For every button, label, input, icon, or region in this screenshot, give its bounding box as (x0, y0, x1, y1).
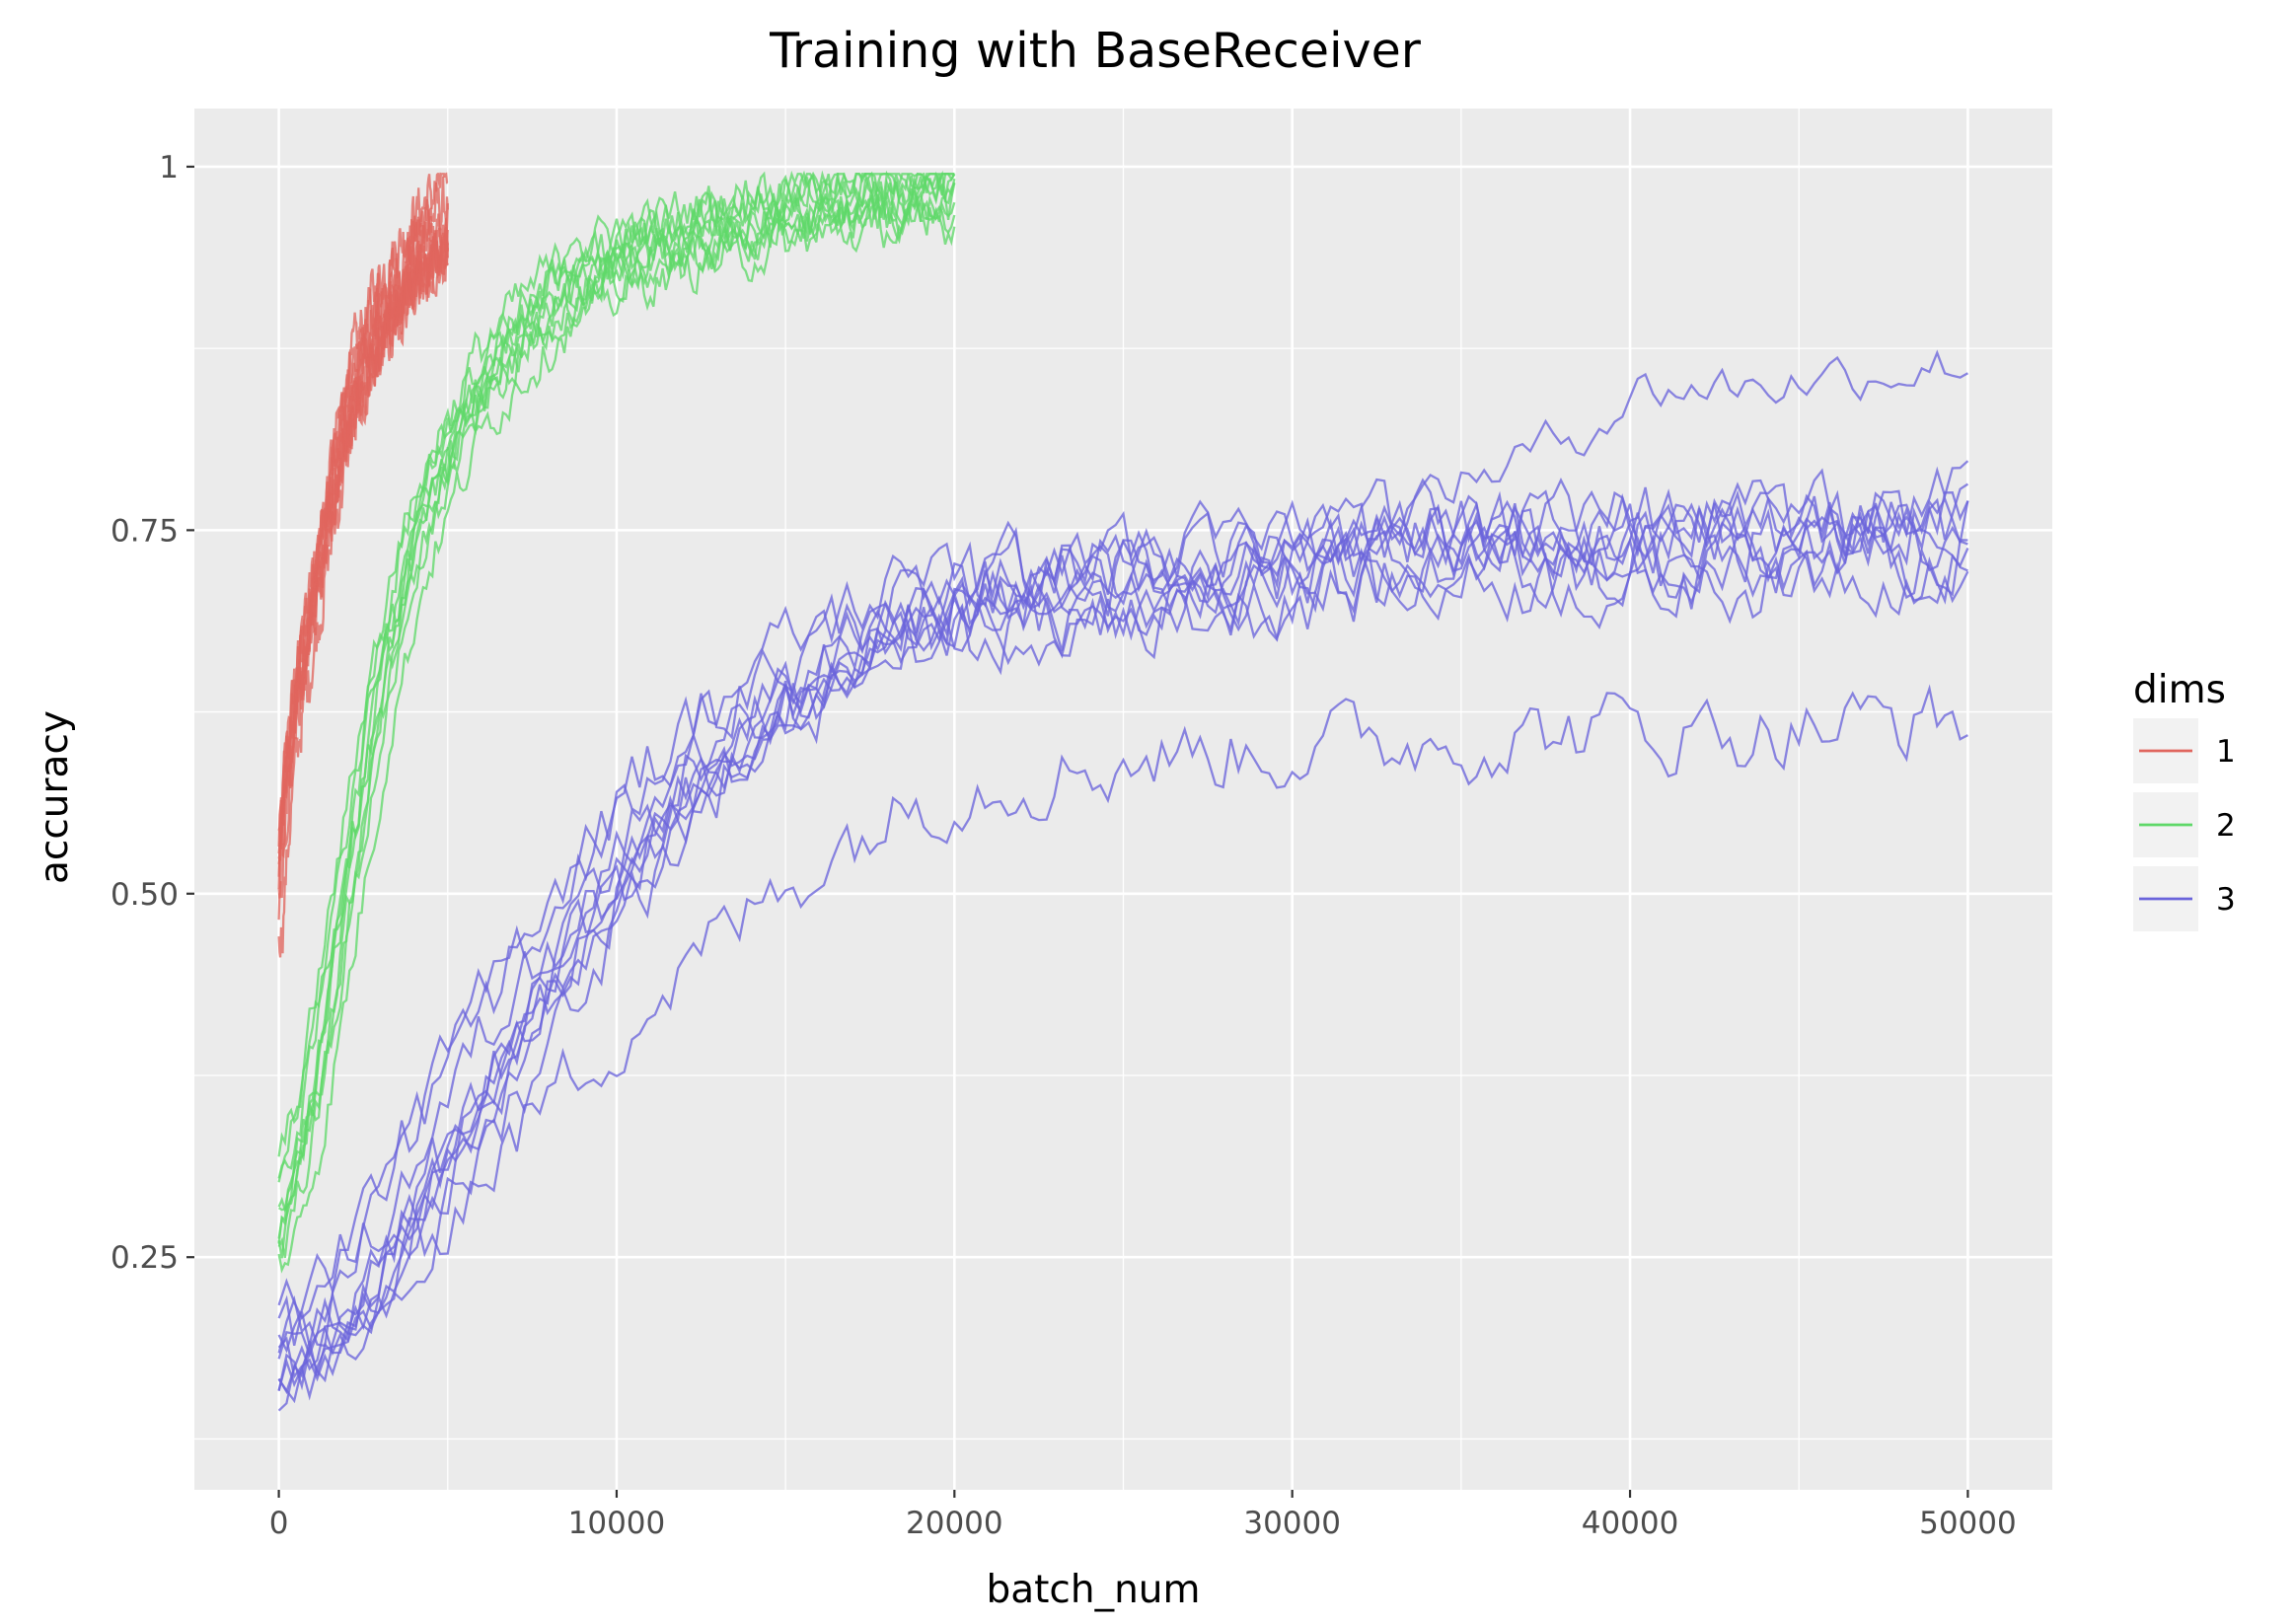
x-axis-label: batch_num (986, 1568, 1200, 1612)
series-line-dims-3 (277, 349, 1968, 1404)
series-line-dims-1 (277, 209, 449, 877)
y-tick-label: 1 (159, 150, 179, 185)
series-line-dims-3 (277, 509, 1968, 1412)
series-line-dims-3 (277, 511, 1969, 1354)
x-axis: 0 10000 20000 30000 40000 50000 (269, 1490, 2017, 1541)
y-axis-label: accuracy (33, 710, 77, 884)
series-line-dims-2 (277, 189, 956, 1274)
series-line-dims-2 (277, 195, 956, 1244)
series-line-dims-3 (277, 479, 1969, 1347)
y-tick-label: 0.25 (111, 1240, 179, 1276)
x-tick-label: 20000 (906, 1506, 1003, 1541)
series-line-dims-3 (277, 460, 1969, 1354)
legend-entries: 1 2 3 (2133, 718, 2236, 931)
legend-label: 3 (2216, 882, 2236, 918)
series-line-dims-2 (277, 170, 955, 1183)
legend-label: 2 (2216, 808, 2236, 844)
y-tick-label: 0.50 (111, 877, 179, 913)
legend-title: dims (2133, 668, 2226, 712)
x-tick-label: 30000 (1243, 1506, 1341, 1541)
series-line-dims-2 (277, 172, 956, 1179)
x-tick-label: 10000 (568, 1506, 666, 1541)
series-layer (277, 170, 1969, 1412)
x-tick-label: 40000 (1582, 1506, 1679, 1541)
series-line-dims-3 (277, 684, 1968, 1401)
y-axis: 0.25 0.50 0.75 1 (111, 150, 194, 1276)
legend: dims 1 2 3 (2133, 668, 2236, 931)
legend-label: 1 (2216, 734, 2236, 770)
x-tick-label: 50000 (1919, 1506, 2017, 1541)
chart-title: Training with BaseReceiver (769, 23, 1422, 79)
series-line-dims-2 (277, 170, 956, 1157)
y-tick-label: 0.75 (111, 513, 179, 549)
series-line-dims-3 (277, 534, 1969, 1391)
series-line-dims-1 (277, 229, 449, 899)
x-tick-label: 0 (269, 1506, 289, 1541)
